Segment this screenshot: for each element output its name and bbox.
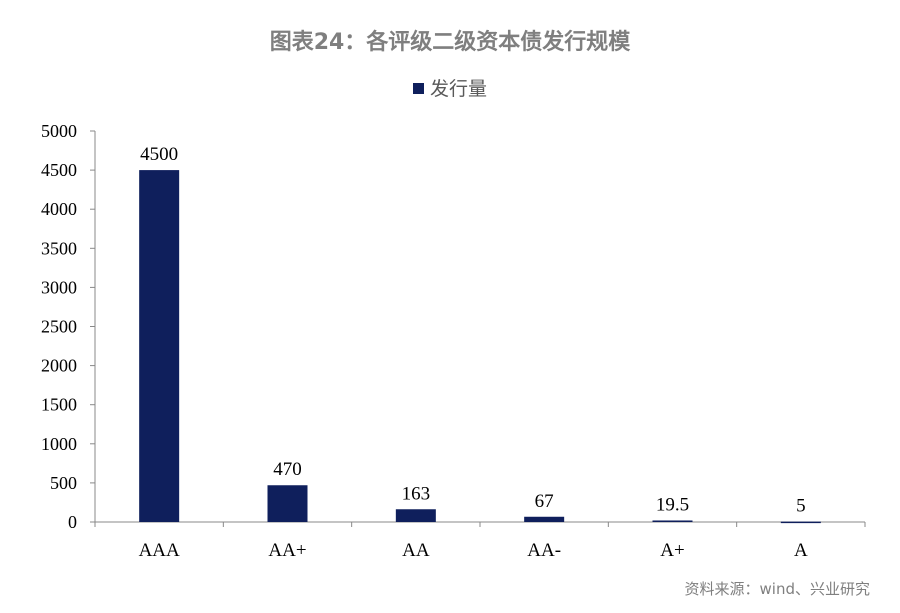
data-label: 19.5 (656, 494, 689, 515)
x-category-label: A (794, 540, 808, 561)
x-category-label: AA- (527, 540, 561, 561)
y-tick-label: 5000 (41, 121, 77, 141)
legend: 发行量 (0, 74, 900, 101)
legend-swatch (412, 83, 424, 94)
x-category-label: A+ (660, 540, 684, 561)
legend-label: 发行量 (429, 78, 487, 100)
x-category-label: AA+ (268, 540, 306, 561)
data-label: 470 (273, 459, 302, 480)
y-tick-label: 4500 (41, 160, 77, 180)
y-tick-label: 2000 (41, 356, 77, 376)
y-tick-label: 1000 (41, 434, 77, 454)
y-tick-label: 3000 (41, 277, 77, 297)
x-category-label: AAA (139, 540, 180, 561)
bar-AAA (139, 170, 180, 522)
bar-AA- (524, 516, 565, 522)
y-tick-label: 2500 (41, 317, 77, 337)
data-label: 163 (402, 483, 431, 504)
source-note: 资料来源：wind、兴业研究 (684, 580, 870, 598)
data-label: 4500 (140, 144, 178, 165)
chart-title: 图表24：各评级二级资本债发行规模 (269, 30, 631, 55)
y-tick-label: 1500 (41, 395, 77, 415)
bar-AA (395, 509, 436, 522)
bar-A+ (652, 520, 693, 522)
y-tick-label: 500 (50, 473, 77, 493)
y-tick-label: 4000 (41, 199, 77, 219)
bar-AA+ (267, 485, 308, 522)
data-label: 5 (796, 496, 806, 517)
y-tick-label: 3500 (41, 238, 77, 258)
data-label: 67 (535, 491, 554, 512)
bar-A (780, 521, 821, 524)
x-category-label: AA (402, 540, 430, 561)
y-tick-label: 0 (68, 512, 77, 532)
